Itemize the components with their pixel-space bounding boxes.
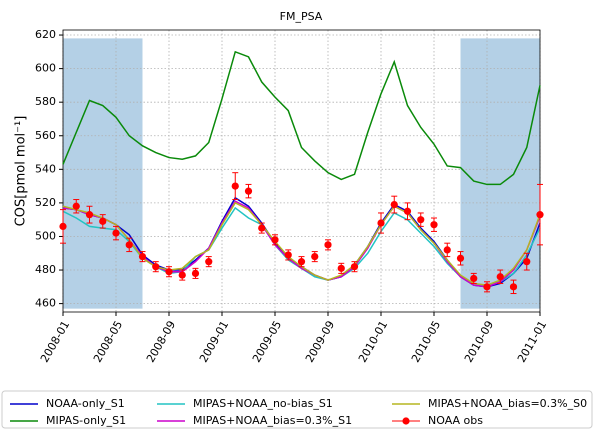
legend-label: NOAA-only_S1 [46, 397, 125, 410]
obs-point [337, 264, 345, 272]
obs-point [297, 258, 306, 266]
y-tick-label: 540 [35, 162, 56, 175]
shaded-span [460, 38, 540, 309]
obs-point [470, 274, 478, 283]
obs-point [231, 182, 239, 190]
obs-point [403, 207, 412, 215]
legend-label: MIPAS+NOAA_bias=0.3%_S1 [193, 414, 352, 427]
obs-point [178, 271, 186, 279]
obs-point [138, 253, 147, 261]
obs-point [244, 187, 253, 195]
y-axis-label: COS[pmol mol⁻¹] [14, 116, 29, 227]
obs-point [390, 200, 398, 209]
obs-point [523, 258, 531, 266]
shaded-span [63, 38, 143, 309]
obs-point [311, 253, 319, 261]
legend-swatch [402, 417, 410, 425]
obs-point [443, 246, 451, 254]
x-tick-label: 2008-09 [144, 319, 178, 365]
obs-point [350, 263, 359, 271]
x-tick-label: 2008-01 [38, 319, 72, 365]
legend-label: NOAA obs [428, 414, 483, 427]
obs-point [258, 224, 266, 232]
y-tick-label: 560 [35, 129, 56, 142]
x-tick-label: 2010-01 [356, 319, 390, 365]
obs-point [125, 241, 133, 249]
obs-point [112, 229, 120, 237]
legend-label: MIPAS+NOAA_no-bias_S1 [193, 397, 333, 410]
obs-point [536, 211, 544, 219]
obs-point [377, 219, 385, 227]
obs-point [456, 254, 465, 262]
y-tick-label: 480 [35, 263, 56, 276]
obs-point [99, 217, 107, 225]
x-tick-label: 2010-09 [462, 319, 496, 365]
x-tick-label: 2009-09 [303, 319, 337, 365]
obs-point [430, 221, 438, 229]
obs-point [496, 273, 504, 281]
x-tick-label: 2009-05 [250, 319, 284, 365]
obs-point [417, 216, 425, 224]
obs-point [509, 283, 518, 291]
y-tick-label: 600 [35, 62, 56, 75]
y-tick-label: 460 [35, 297, 56, 310]
x-tick-label: 2009-01 [197, 319, 231, 365]
obs-point [191, 269, 200, 277]
legend-frame [1, 390, 593, 429]
obs-point [72, 202, 80, 210]
y-tick-label: 580 [35, 95, 56, 108]
obs-point [483, 283, 491, 291]
legend-label: MIPAS+NOAA_bias=0.3%_S0 [428, 397, 587, 410]
legend-label: MIPAS-only_S1 [46, 414, 126, 427]
y-tick-label: 500 [35, 229, 56, 242]
obs-point [284, 251, 292, 259]
series-line [62, 50, 541, 186]
obs-point [152, 263, 160, 271]
obs-point [271, 236, 279, 244]
y-tick-label: 620 [35, 28, 56, 41]
y-tick-label: 520 [35, 196, 56, 209]
x-tick-label: 2010-05 [409, 319, 443, 365]
chart-title: FM_PSA [280, 10, 323, 23]
obs-point [59, 222, 67, 230]
x-tick-label: 2008-05 [91, 319, 125, 365]
obs-point [165, 268, 173, 276]
x-tick-label: 2011-01 [515, 319, 549, 365]
plot-frame [62, 29, 541, 313]
obs-point [85, 211, 94, 219]
obs-point [324, 241, 332, 249]
obs-point [205, 258, 213, 266]
